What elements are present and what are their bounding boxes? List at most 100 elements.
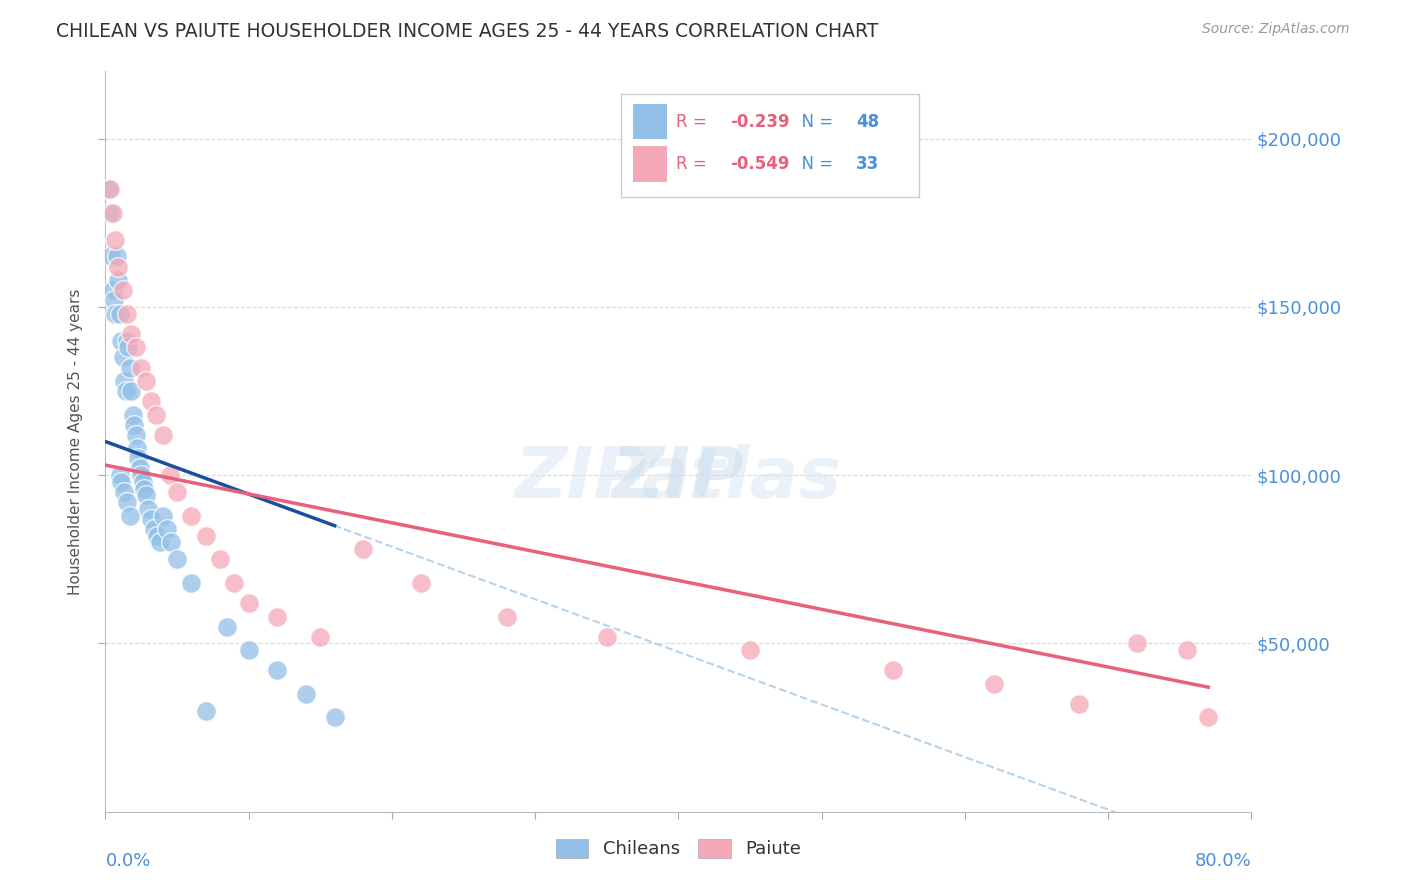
Point — [127, 451, 149, 466]
Point — [100, 250, 122, 264]
FancyBboxPatch shape — [633, 146, 666, 182]
Point — [149, 535, 172, 549]
Text: R =: R = — [676, 112, 711, 131]
Point — [166, 552, 188, 566]
Point — [180, 575, 202, 590]
Point — [295, 687, 318, 701]
Point — [121, 408, 143, 422]
Point — [156, 522, 179, 536]
Point — [112, 485, 135, 500]
Point — [131, 475, 153, 489]
Point — [122, 417, 145, 432]
Point — [115, 495, 138, 509]
Point — [983, 677, 1005, 691]
Point — [224, 575, 246, 590]
Point — [409, 575, 432, 590]
Legend: Chileans, Paiute: Chileans, Paiute — [548, 832, 808, 865]
Point — [117, 340, 139, 354]
Text: 0.0%: 0.0% — [105, 853, 150, 871]
Point — [738, 643, 761, 657]
Point — [107, 273, 129, 287]
Point — [266, 664, 288, 678]
Point — [97, 182, 120, 196]
Text: CHILEAN VS PAIUTE HOUSEHOLDER INCOME AGES 25 - 44 YEARS CORRELATION CHART: CHILEAN VS PAIUTE HOUSEHOLDER INCOME AGE… — [56, 22, 879, 41]
Text: ZIPatlas: ZIPatlas — [515, 444, 842, 513]
Text: Source: ZipAtlas.com: Source: ZipAtlas.com — [1202, 22, 1350, 37]
Point — [108, 468, 131, 483]
Point — [495, 609, 517, 624]
Point — [104, 307, 127, 321]
Point — [1197, 710, 1219, 724]
Point — [124, 340, 146, 354]
Point — [135, 374, 157, 388]
Point — [194, 704, 217, 718]
Point — [238, 643, 260, 657]
Point — [120, 326, 142, 341]
Point — [141, 512, 163, 526]
Point — [114, 384, 136, 398]
Point — [1069, 697, 1091, 711]
Point — [120, 384, 142, 398]
Point — [111, 283, 134, 297]
Point — [134, 482, 156, 496]
Point — [124, 427, 146, 442]
Text: ZIP: ZIP — [612, 444, 745, 513]
Point — [159, 468, 181, 483]
Point — [352, 542, 374, 557]
Point — [104, 233, 127, 247]
Point — [111, 351, 134, 365]
Text: N =: N = — [790, 155, 838, 173]
Point — [238, 596, 260, 610]
Point — [108, 307, 131, 321]
Point — [152, 427, 174, 442]
Text: N =: N = — [790, 112, 838, 131]
Point — [1125, 636, 1147, 650]
Point — [141, 394, 163, 409]
Point — [125, 442, 148, 456]
Point — [129, 360, 152, 375]
Point — [118, 360, 141, 375]
Point — [128, 461, 150, 475]
Point — [98, 205, 121, 219]
Point — [145, 408, 167, 422]
Text: R =: R = — [676, 155, 711, 173]
Point — [596, 630, 619, 644]
Point — [101, 205, 124, 219]
Point — [208, 552, 231, 566]
Text: 48: 48 — [856, 112, 879, 131]
Point — [107, 260, 129, 274]
Point — [180, 508, 202, 523]
Point — [129, 468, 152, 483]
Text: -0.239: -0.239 — [730, 112, 790, 131]
Point — [143, 522, 166, 536]
Point — [138, 501, 160, 516]
Point — [323, 710, 346, 724]
Point — [135, 488, 157, 502]
Point — [146, 529, 169, 543]
Point — [309, 630, 332, 644]
Text: -0.549: -0.549 — [730, 155, 789, 173]
Point — [160, 535, 183, 549]
Point — [115, 307, 138, 321]
Point — [217, 619, 239, 633]
Point — [112, 374, 135, 388]
Point — [118, 508, 141, 523]
Point — [1175, 643, 1198, 657]
FancyBboxPatch shape — [621, 94, 920, 197]
Point — [882, 664, 904, 678]
Point — [266, 609, 288, 624]
Text: 33: 33 — [856, 155, 879, 173]
Point — [152, 508, 174, 523]
Y-axis label: Householder Income Ages 25 - 44 years: Householder Income Ages 25 - 44 years — [67, 288, 83, 595]
Point — [194, 529, 217, 543]
Point — [110, 475, 132, 489]
FancyBboxPatch shape — [633, 104, 666, 139]
Text: 80.0%: 80.0% — [1195, 853, 1251, 871]
Point — [105, 250, 128, 264]
Point — [115, 334, 138, 348]
Point — [98, 182, 121, 196]
Point — [101, 283, 124, 297]
Point — [166, 485, 188, 500]
Point — [110, 334, 132, 348]
Point — [103, 293, 125, 308]
